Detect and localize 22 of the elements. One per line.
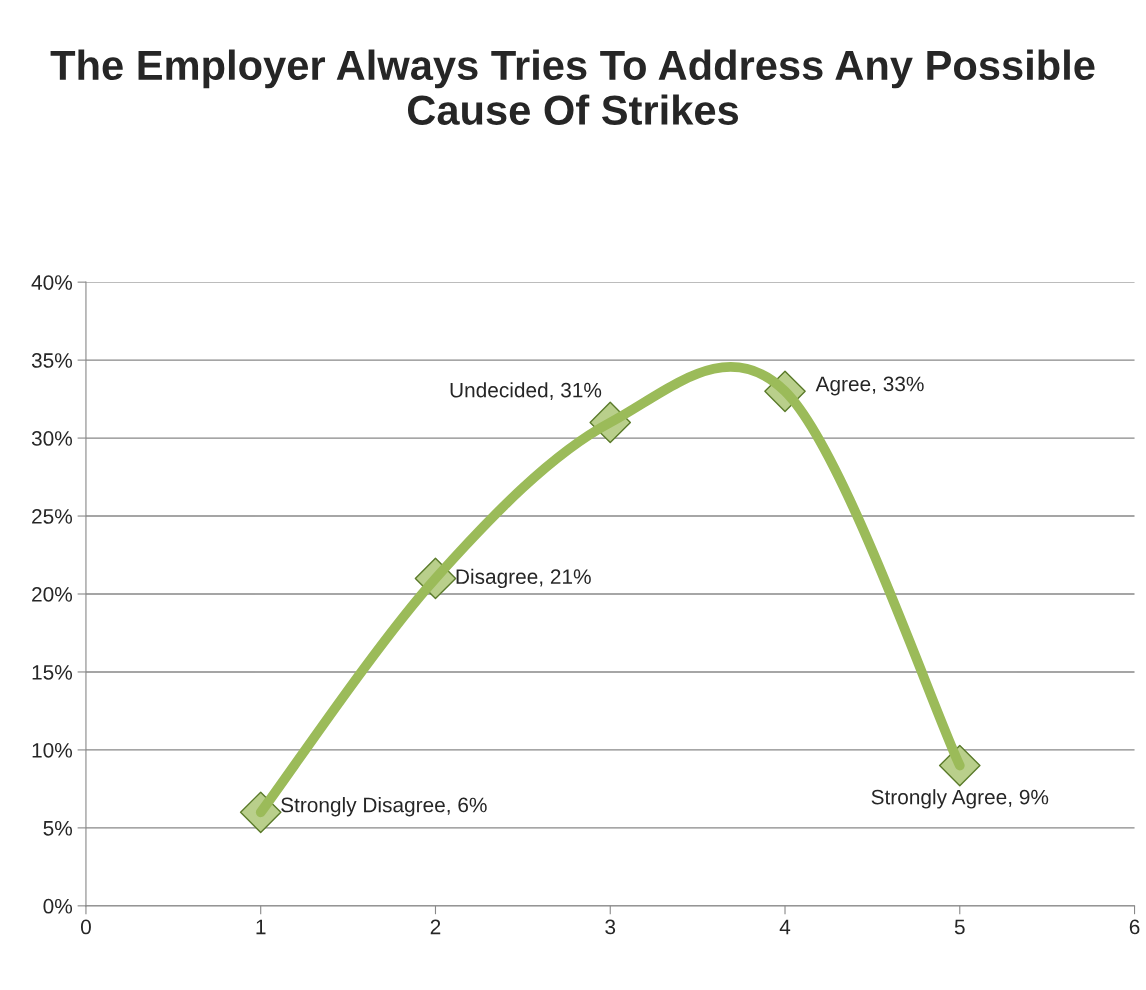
data-label: Undecided, 31% (450, 382, 602, 400)
x-tick-label: 4 (779, 919, 791, 935)
x-tick-label: 3 (605, 919, 616, 935)
x-tick-label: 6 (1129, 919, 1140, 935)
y-tick-label: 20% (32, 587, 73, 602)
chart-title: The Employer Always Tries To Address Any Possible Cause Of Strikes (50, 49, 1095, 125)
data-label: Strongly Agree, 9% (871, 789, 1049, 809)
x-tick-label: 0 (80, 919, 91, 935)
y-tick-label: 30% (31, 431, 73, 446)
x-tick-label: 5 (954, 919, 965, 935)
y-tick-label: 10% (32, 742, 73, 758)
x-tick-label: 1 (256, 919, 266, 935)
y-tick-label: 40% (31, 275, 73, 290)
y-tick-label: 0% (43, 898, 73, 914)
data-label: Agree, 33% (815, 376, 924, 396)
y-tick-label: 25% (32, 509, 73, 524)
y-tick-label: 5% (43, 820, 73, 836)
y-tick-label: 35% (31, 353, 73, 368)
data-label: Strongly Disagree, 6% (281, 797, 487, 817)
y-tick-label: 15% (32, 665, 73, 680)
data-label: Disagree, 21% (456, 568, 591, 589)
x-tick-label: 2 (430, 919, 441, 935)
